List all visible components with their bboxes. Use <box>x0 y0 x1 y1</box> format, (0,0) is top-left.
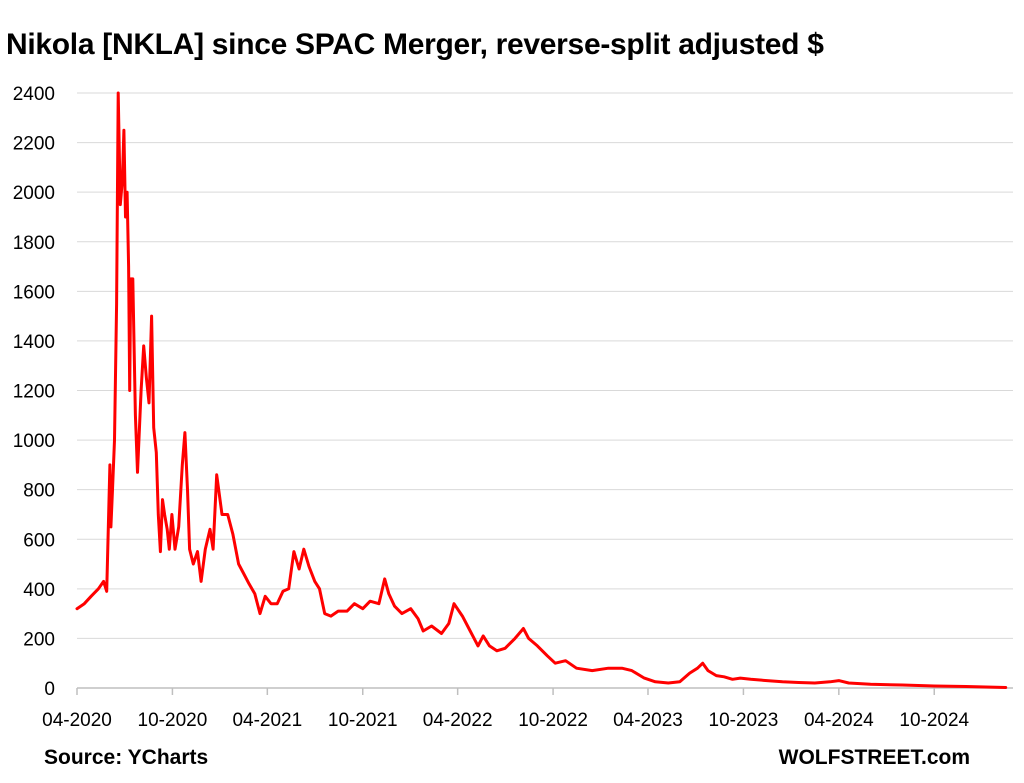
y-axis: 0 200 400 600 800 1000 1200 1400 1600 1800 2000 220… <box>13 84 55 700</box>
x-tick-label: 10-2024 <box>899 710 969 731</box>
y-tick-label: 1000 <box>13 431 55 452</box>
x-tick-label: 10-2020 <box>138 710 208 731</box>
y-tick-label: 400 <box>23 580 55 601</box>
x-tick-label: 10-2021 <box>328 710 398 731</box>
x-axis: 04-2020 10-2020 04-2021 10-2021 04-2022 10-20… <box>42 687 1013 731</box>
y-tick-label: 1800 <box>13 233 55 254</box>
x-tick-label: 04-2022 <box>423 710 493 731</box>
x-tick-label: 04-2024 <box>804 710 874 731</box>
x-tick-label: 10-2022 <box>518 710 588 731</box>
y-tick-label: 1400 <box>13 332 55 353</box>
y-tick-label: 1200 <box>13 382 55 403</box>
y-tick-label: 200 <box>23 629 55 650</box>
y-tick-label: 2000 <box>13 183 55 204</box>
y-tick-label: 600 <box>23 530 55 551</box>
page-title: Nikola [NKLA] since SPAC Merger, reverse… <box>6 28 824 61</box>
plot-area <box>75 91 1008 689</box>
brand-label: WOLFSTREET.com <box>778 746 970 769</box>
y-tick-label: 0 <box>44 679 55 700</box>
grid-lines <box>77 92 1013 639</box>
x-tick-label: 04-2021 <box>232 710 302 731</box>
x-tick-label: 04-2023 <box>613 710 683 731</box>
y-tick-label: 2400 <box>13 84 55 105</box>
y-tick-label: 800 <box>23 481 55 502</box>
source-note: Source: YCharts <box>44 746 209 769</box>
series-line-0 <box>75 91 1008 689</box>
x-tick-label: 10-2023 <box>709 710 779 731</box>
x-tick-label: 04-2020 <box>42 710 112 731</box>
y-tick-label: 1600 <box>13 282 55 303</box>
y-tick-label: 2200 <box>13 134 55 155</box>
